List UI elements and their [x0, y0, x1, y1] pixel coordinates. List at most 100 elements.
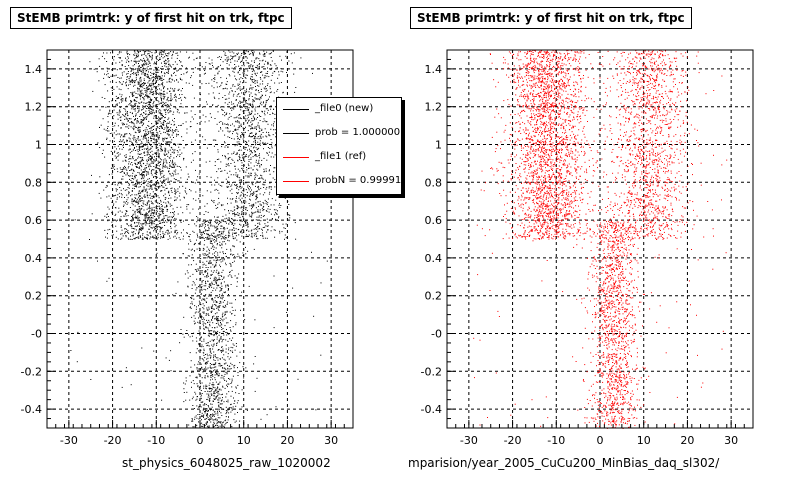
left-scatter-point — [208, 237, 210, 239]
left-scatter-point — [243, 53, 245, 55]
left-scatter-point — [144, 220, 146, 222]
left-scatter-point — [267, 198, 269, 200]
left-scatter-point — [264, 53, 266, 54]
left-scatter-point — [245, 155, 247, 157]
left-scatter-point — [168, 123, 170, 124]
left-scatter-point — [173, 150, 175, 152]
left-scatter-point — [163, 98, 165, 100]
left-scatter-point — [151, 208, 153, 210]
left-scatter-point — [160, 117, 162, 119]
left-scatter-point — [278, 71, 280, 73]
left-scatter-point — [113, 88, 115, 90]
left-scatter-point — [159, 171, 161, 173]
left-scatter-point — [251, 144, 253, 146]
left-scatter-point — [270, 188, 272, 190]
left-scatter-point — [200, 317, 202, 319]
left-scatter-point — [141, 109, 143, 111]
left-scatter-point — [250, 145, 252, 147]
left-scatter-point — [259, 144, 261, 146]
left-scatter-point — [157, 85, 159, 87]
left-scatter-point — [182, 123, 184, 125]
left-scatter-point — [247, 223, 249, 225]
left-scatter-point — [226, 248, 228, 250]
left-scatter-point — [127, 76, 129, 78]
left-scatter-point — [172, 113, 174, 115]
left-scatter-point — [214, 77, 216, 79]
left-scatter-point — [162, 213, 164, 214]
left-scatter-point — [235, 172, 237, 174]
left-scatter-point — [166, 162, 168, 164]
left-scatter-point — [202, 264, 204, 266]
left-scatter-point — [149, 83, 151, 85]
left-scatter-point — [238, 58, 240, 60]
left-scatter-point — [146, 231, 148, 233]
left-scatter-point — [199, 421, 201, 423]
left-scatter-point — [214, 165, 216, 166]
left-scatter-point — [175, 218, 177, 220]
left-scatter-point — [245, 101, 247, 103]
left-scatter-point — [211, 59, 213, 61]
left-scatter-point — [145, 135, 147, 136]
left-scatter-point — [153, 83, 155, 85]
left-scatter-point — [151, 195, 153, 197]
left-scatter-point — [156, 138, 158, 140]
left-scatter-point — [174, 217, 176, 219]
left-scatter-point — [217, 390, 219, 392]
left-scatter-point — [148, 201, 150, 203]
left-scatter-point — [144, 61, 146, 63]
left-scatter-point — [255, 147, 257, 149]
left-scatter-point — [250, 172, 252, 174]
left-scatter-point — [256, 67, 257, 69]
left-scatter-point — [204, 205, 206, 207]
left-scatter-point — [229, 75, 231, 77]
left-scatter-point — [126, 73, 128, 75]
left-scatter-point — [111, 164, 113, 166]
left-scatter-point — [141, 125, 143, 127]
left-scatter-point — [175, 144, 177, 146]
left-scatter-point — [119, 133, 121, 135]
left-scatter-point — [159, 168, 160, 170]
left-scatter-point — [207, 144, 209, 145]
left-scatter-point — [280, 196, 282, 198]
left-scatter-point — [161, 62, 162, 64]
left-scatter-point — [231, 229, 233, 230]
left-scatter-point — [207, 335, 209, 337]
left-scatter-point — [171, 166, 172, 168]
left-scatter-point — [262, 80, 264, 82]
left-scatter-point — [215, 397, 217, 399]
left-scatter-point — [229, 221, 231, 223]
left-scatter-point — [220, 121, 222, 122]
left-scatter-point — [114, 184, 116, 186]
left-scatter-point — [138, 212, 140, 214]
left-scatter-point — [161, 219, 163, 221]
left-scatter-point — [151, 220, 153, 222]
left-scatter-point — [199, 423, 201, 425]
left-scatter-point — [255, 66, 257, 68]
left-scatter-point — [137, 202, 139, 204]
left-scatter-point — [246, 235, 248, 237]
left-scatter-point — [118, 102, 120, 104]
left-scatter-point — [147, 220, 149, 221]
left-scatter-point — [242, 59, 243, 61]
left-scatter-point — [222, 88, 224, 90]
left-scatter-point — [244, 50, 246, 52]
left-scatter-point — [219, 287, 221, 288]
left-scatter-point — [166, 187, 168, 189]
left-scatter-point — [164, 206, 166, 208]
left-scatter-point — [226, 112, 228, 114]
left-scatter-point — [244, 90, 246, 92]
left-scatter-point — [183, 388, 185, 390]
left-scatter-point — [234, 255, 236, 257]
left-scatter-point — [106, 196, 108, 198]
left-scatter-point — [231, 378, 233, 380]
left-scatter-point — [247, 236, 249, 237]
left-scatter-point — [263, 143, 265, 145]
left-scatter-point — [252, 115, 254, 117]
left-scatter-point — [147, 114, 149, 116]
left-scatter-point — [206, 353, 208, 355]
left-scatter-point — [158, 116, 159, 118]
left-scatter-point — [137, 200, 139, 202]
left-scatter-point — [196, 131, 197, 133]
left-scatter-point — [224, 142, 226, 144]
left-scatter-point — [240, 224, 242, 226]
